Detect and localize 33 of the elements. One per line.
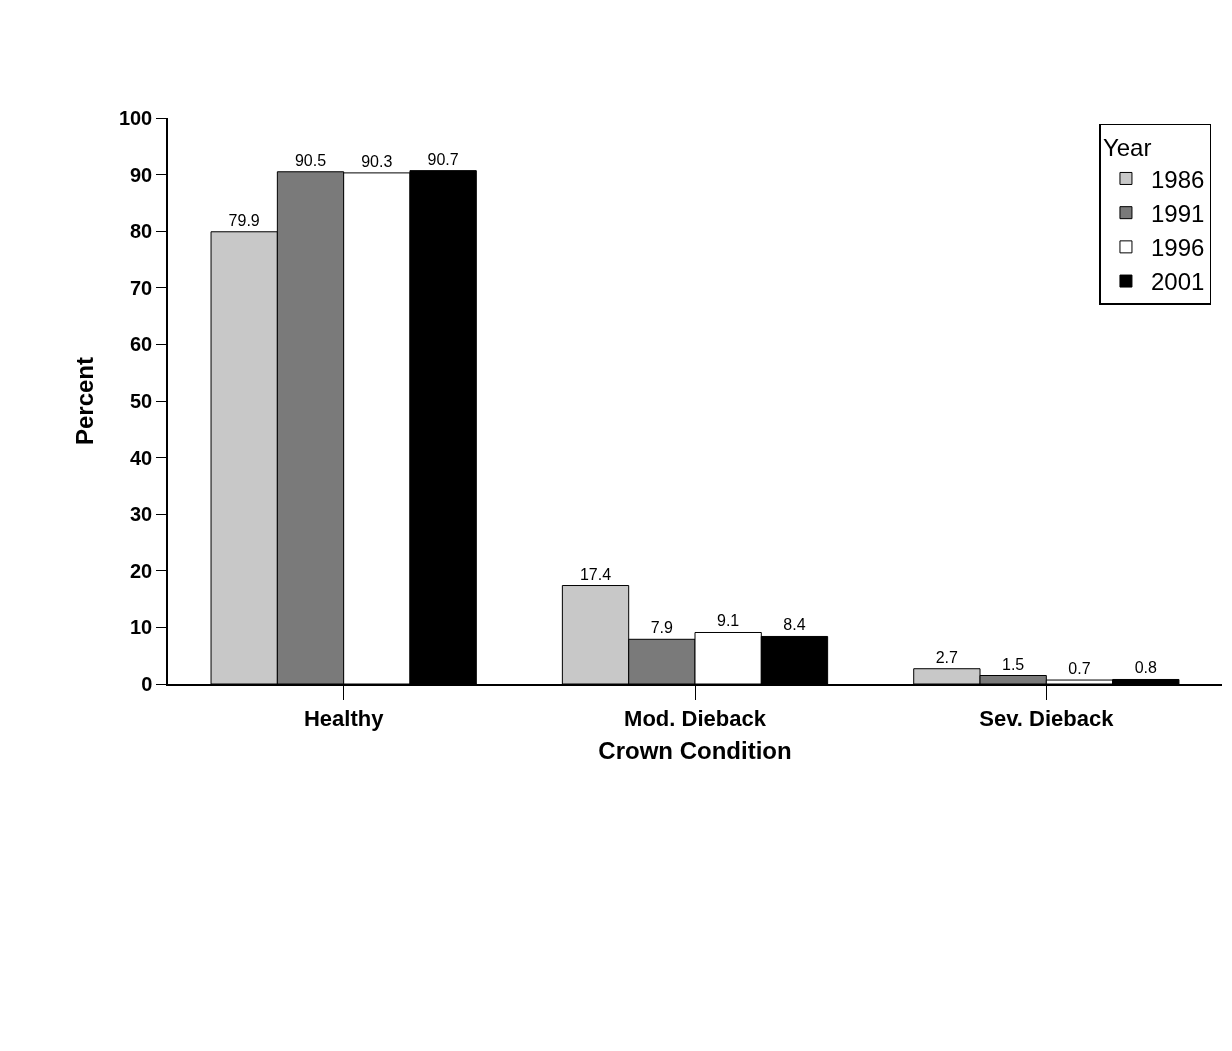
data-label: 2.7 <box>935 648 959 666</box>
y-axis-title: Percent <box>71 356 99 446</box>
y-tick-label: 30 <box>130 503 153 526</box>
x-tick-label: Healthy <box>303 706 385 732</box>
data-label: 7.9 <box>650 619 674 637</box>
y-tick-label: 0 <box>141 673 153 695</box>
legend-label: 2001 <box>1150 268 1205 296</box>
data-label: 17.4 <box>579 565 612 583</box>
y-tick-label: 50 <box>130 390 153 412</box>
y-tick-label: 70 <box>130 276 153 299</box>
x-axis-title: Crown Condition <box>598 736 792 764</box>
y-tick-label: 90 <box>130 163 153 186</box>
legend-label: 1991 <box>1150 200 1205 228</box>
legend-label: 1996 <box>1150 234 1205 262</box>
y-tick-label: 100 <box>118 107 153 129</box>
data-label: 90.5 <box>294 151 327 169</box>
y-tick-label: 40 <box>130 446 153 469</box>
data-label: 9.1 <box>716 612 740 630</box>
legend-title: Year <box>1102 134 1152 162</box>
y-tick-label: 60 <box>130 333 153 356</box>
data-label: 0.8 <box>1134 659 1157 677</box>
y-tick-label: 10 <box>130 616 153 639</box>
x-tick-label: Sev. Dieback <box>979 706 1115 732</box>
y-tick-label: 80 <box>130 220 153 243</box>
data-label: 0.7 <box>1068 660 1091 678</box>
data-label: 90.3 <box>361 152 393 170</box>
data-label: 90.7 <box>427 150 459 168</box>
x-tick-label: Mod. Dieback <box>624 706 767 732</box>
legend-label: 1986 <box>1150 165 1205 193</box>
data-label: 8.4 <box>783 616 806 634</box>
data-label: 79.9 <box>228 211 260 229</box>
y-tick-label: 20 <box>130 559 153 582</box>
data-label: 1.5 <box>1002 655 1025 673</box>
